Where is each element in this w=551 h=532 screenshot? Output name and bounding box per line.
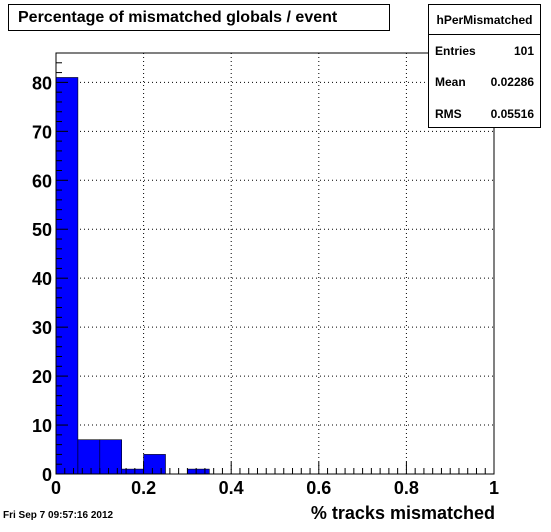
y-tick-label: 80	[32, 73, 52, 93]
stats-mean-value: 0.02286	[490, 75, 534, 89]
x-tick-label: 0.4	[219, 478, 244, 498]
stats-box: hPerMismatched Entries 101 Mean 0.02286 …	[428, 4, 541, 128]
chart-title: Percentage of mismatched globals / event	[18, 8, 338, 26]
y-tick-label: 0	[42, 465, 52, 485]
y-tick-label: 40	[32, 269, 52, 289]
stats-rms-value: 0.05516	[490, 107, 534, 121]
x-tick-label: 1	[489, 478, 499, 498]
histogram-bar	[55, 77, 79, 475]
y-tick-label: 30	[32, 318, 52, 338]
footer-date: Fri Sep 7 09:57:16 2012	[3, 510, 114, 521]
histogram-bar	[77, 439, 101, 475]
histogram-bar	[99, 439, 123, 475]
y-tick-label: 50	[32, 220, 52, 240]
x-tick-label: 0	[51, 478, 61, 498]
x-tick-label: 0.8	[394, 478, 419, 498]
title-box: Percentage of mismatched globals / event	[8, 4, 390, 31]
x-tick-label: 0.2	[131, 478, 156, 498]
x-tick-label: 0.6	[306, 478, 331, 498]
histogram-bar	[187, 468, 210, 475]
stats-mean-row: Mean 0.02286	[435, 75, 534, 89]
histogram-bar	[143, 454, 166, 475]
y-tick-label: 20	[32, 367, 52, 387]
x-axis-title: % tracks mismatched	[310, 503, 495, 523]
y-tick-label: 10	[32, 416, 52, 436]
stats-entries-row: Entries 101	[435, 44, 534, 58]
stats-entries-label: Entries	[435, 44, 476, 58]
stats-mean-label: Mean	[435, 75, 466, 89]
bars-layer	[55, 77, 210, 475]
histogram-bar	[121, 468, 144, 475]
stats-entries-value: 101	[513, 44, 534, 58]
y-tick-label: 70	[32, 122, 52, 142]
y-tick-label: 60	[32, 171, 52, 191]
stats-histogram-name: hPerMismatched	[429, 5, 540, 35]
stats-rms-label: RMS	[435, 107, 462, 121]
ticks-layer	[55, 52, 495, 475]
stats-rms-row: RMS 0.05516	[435, 107, 534, 121]
